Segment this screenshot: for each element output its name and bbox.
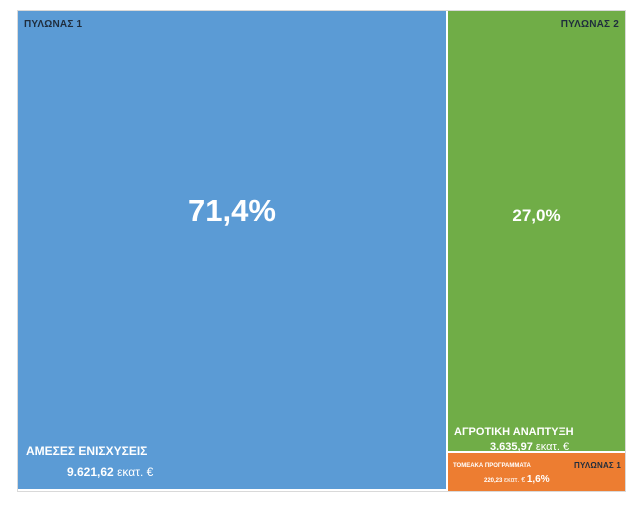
amount-label: 220,23 εκατ. € 1,6% — [484, 474, 550, 485]
treemap-tile-sectoral-programmes: ΠΥΛΩΝΑΣ 1 ΤΟΜΕΑΚΑ ΠΡΟΓΡΑΜΜΑΤΑ 220,23 εκα… — [448, 453, 625, 491]
pillar-label: ΠΥΛΩΝΑΣ 1 — [574, 461, 621, 470]
amount-label: 9.621,62 εκατ. € — [67, 465, 153, 479]
treemap-tile-rural-development: ΠΥΛΩΝΑΣ 2 27,0% ΑΓΡΟΤΙΚΗ ΑΝΑΠΤΥΞΗ 3.635,… — [448, 11, 625, 453]
percent-label: 71,4% — [188, 193, 276, 228]
segment-name-label: ΑΜΕΣΕΣ ΕΝΙΣΧΥΣΕΙΣ — [26, 444, 148, 458]
amount-unit: εκατ. € — [535, 441, 570, 453]
segment-name-label: ΑΓΡΟΤΙΚΗ ΑΝΑΠΤΥΞΗ — [454, 426, 574, 438]
pillar-label: ΠΥΛΩΝΑΣ 2 — [560, 19, 619, 30]
amount-unit: εκατ. € — [504, 477, 526, 484]
pillar-label: ΠΥΛΩΝΑΣ 1 — [24, 19, 83, 30]
amount-value: 220,23 — [484, 478, 503, 484]
segment-name-label: ΤΟΜΕΑΚΑ ΠΡΟΓΡΑΜΜΑΤΑ — [453, 463, 531, 469]
amount-value: 9.621,62 — [67, 465, 114, 479]
amount-label: 3.635,97 εκατ. € — [490, 441, 570, 453]
amount-value: 3.635,97 — [490, 441, 533, 453]
treemap-frame: ΠΥΛΩΝΑΣ 1 71,4% ΑΜΕΣΕΣ ΕΝΙΣΧΥΣΕΙΣ 9.621,… — [17, 10, 626, 492]
treemap-tile-direct-payments: ΠΥΛΩΝΑΣ 1 71,4% ΑΜΕΣΕΣ ΕΝΙΣΧΥΣΕΙΣ 9.621,… — [18, 11, 448, 491]
percent-label: 1,6% — [526, 474, 550, 485]
amount-unit: εκατ. € — [117, 465, 154, 479]
percent-label: 27,0% — [512, 206, 561, 225]
